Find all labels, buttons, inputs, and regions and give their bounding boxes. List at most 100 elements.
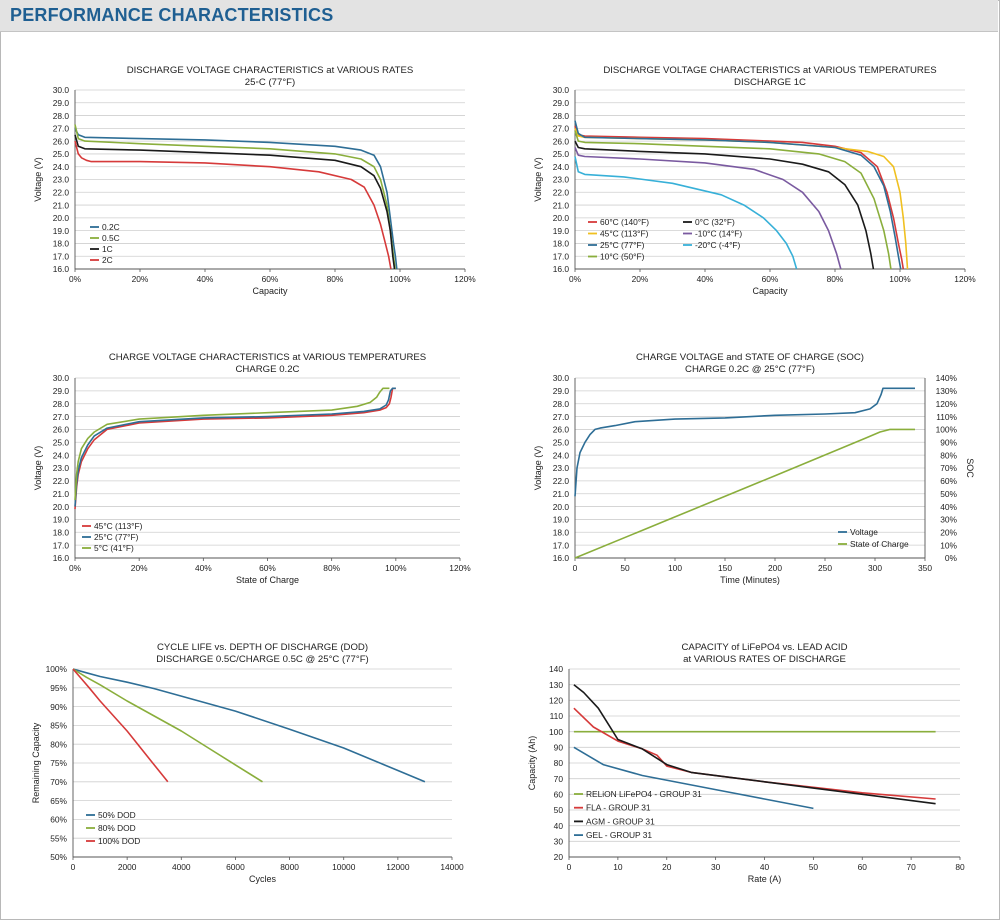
series-line-2: [74, 124, 396, 270]
y-tick-label: 26.0: [553, 136, 570, 146]
x-tick-label: 100%: [389, 274, 411, 284]
x-tick-label: 40%: [197, 274, 214, 284]
y-tick-label: 27.0: [553, 412, 570, 422]
chart-4: CHARGE VOLTAGE and STATE OF CHARGE (SOC)…: [533, 352, 975, 585]
x-tick-label: 80%: [323, 563, 340, 573]
legend-label: Voltage: [850, 527, 878, 537]
x-tick-label: 40%: [195, 563, 212, 573]
y-tick-label: 21.0: [553, 200, 570, 210]
chart-title: DISCHARGE VOLTAGE CHARACTERISTICS at VAR…: [603, 65, 936, 76]
y-tick-label: 65%: [50, 796, 67, 806]
x-tick-label: 200: [768, 563, 782, 573]
y-tick-label: 80: [554, 758, 564, 768]
y-tick-label: 22.0: [553, 476, 570, 486]
x-tick-label: 20%: [131, 563, 148, 573]
y-tick-label: 20.0: [53, 213, 70, 223]
y-tick-label: 18.0: [53, 239, 70, 249]
y-axis-label: Voltage (V): [533, 446, 543, 491]
series-line-1: [74, 128, 398, 270]
x-tick-label: 0: [71, 862, 76, 872]
y-tick-label: 50: [554, 805, 564, 815]
y-tick-label: 21.0: [53, 489, 70, 499]
y2-tick-label: 0%: [945, 553, 958, 563]
y-tick-label: 50%: [50, 852, 67, 862]
y-tick-label: 25.0: [53, 437, 70, 447]
y-axis-label: Voltage (V): [33, 157, 43, 202]
series-line-3: [72, 668, 169, 783]
chart-title: CAPACITY of LiFePO4 vs. LEAD ACID: [682, 642, 848, 653]
x-tick-label: 0: [573, 563, 578, 573]
y2-tick-label: 90%: [940, 437, 957, 447]
y-tick-label: 16.0: [53, 264, 70, 274]
legend-label: AGM - GROUP 31: [586, 816, 655, 826]
y2-axis-label: SOC: [965, 458, 975, 478]
y-tick-label: 30.0: [553, 373, 570, 383]
y-tick-label: 26.0: [53, 425, 70, 435]
y-axis-label: Remaining Capacity: [31, 722, 41, 803]
y-tick-label: 24.0: [553, 450, 570, 460]
y-tick-label: 24.0: [53, 162, 70, 172]
page-header: PERFORMANCE CHARACTERISTICS: [0, 0, 998, 32]
series-line-2: [74, 387, 396, 507]
y-tick-label: 23.0: [53, 463, 70, 473]
x-tick-label: 100: [668, 563, 682, 573]
x-tick-label: 8000: [280, 862, 299, 872]
chart-5: CYCLE LIFE vs. DEPTH OF DISCHARGE (DOD)D…: [31, 642, 464, 884]
y-tick-label: 90%: [50, 702, 67, 712]
x-tick-label: 0%: [569, 274, 582, 284]
y2-tick-label: 40%: [940, 502, 957, 512]
legend-label: 2C: [102, 255, 113, 265]
y-tick-label: 22.0: [53, 476, 70, 486]
y2-tick-label: 140%: [936, 373, 958, 383]
legend-label: GEL - GROUP 31: [586, 830, 652, 840]
y2-tick-label: 110%: [936, 412, 957, 422]
y-tick-label: 21.0: [53, 200, 70, 210]
x-tick-label: 60%: [259, 563, 276, 573]
y2-tick-label: 130%: [936, 386, 958, 396]
y-tick-label: 100: [549, 727, 563, 737]
x-tick-label: 2000: [118, 862, 137, 872]
x-tick-label: 6000: [226, 862, 245, 872]
legend-label: 1C: [102, 244, 113, 254]
legend-label: 10°C (50°F): [600, 252, 645, 262]
y-tick-label: 95%: [50, 683, 67, 693]
y-tick-label: 75%: [50, 758, 67, 768]
y-tick-label: 55%: [50, 833, 67, 843]
y-tick-label: 25.0: [53, 149, 70, 159]
chart-subtitle: DISCHARGE 1C: [734, 77, 806, 88]
y2-tick-label: 20%: [940, 527, 957, 537]
x-axis-label: Cycles: [249, 874, 277, 884]
x-tick-label: 40: [760, 862, 770, 872]
y-tick-label: 26.0: [553, 425, 570, 435]
y-tick-label: 60%: [50, 815, 67, 825]
y-tick-label: 27.0: [553, 124, 570, 134]
y-tick-label: 30.0: [553, 85, 570, 95]
chart-1: DISCHARGE VOLTAGE CHARACTERISTICS at VAR…: [33, 65, 476, 296]
y-tick-label: 22.0: [53, 187, 70, 197]
x-tick-label: 150: [718, 563, 732, 573]
chart-subtitle: DISCHARGE 0.5C/CHARGE 0.5C @ 25°C (77°F): [156, 654, 369, 665]
y-tick-label: 27.0: [53, 124, 70, 134]
legend-label: 45°C (113°F): [94, 521, 143, 531]
series-line-7: [574, 156, 798, 270]
x-axis-label: Capacity: [252, 286, 288, 296]
y2-tick-label: 60%: [940, 476, 957, 486]
x-tick-label: 12000: [386, 862, 410, 872]
y-tick-label: 23.0: [53, 175, 70, 185]
y2-tick-label: 80%: [940, 450, 957, 460]
x-tick-label: 20: [662, 862, 672, 872]
y-tick-label: 21.0: [553, 489, 570, 499]
x-tick-label: 60%: [762, 274, 779, 284]
legend-label: 5°C (41°F): [94, 543, 134, 553]
series-line-3: [74, 134, 396, 270]
y-tick-label: 24.0: [553, 162, 570, 172]
y-tick-label: 17.0: [553, 540, 570, 550]
y-tick-label: 120: [549, 696, 563, 706]
legend-label: RELiON LiFePO4 - GROUP 31: [586, 789, 702, 799]
y-tick-label: 18.0: [553, 239, 570, 249]
y-tick-label: 85%: [50, 721, 67, 731]
x-tick-label: 20%: [632, 274, 649, 284]
chart-subtitle: CHARGE 0.2C @ 25°C (77°F): [685, 364, 815, 375]
